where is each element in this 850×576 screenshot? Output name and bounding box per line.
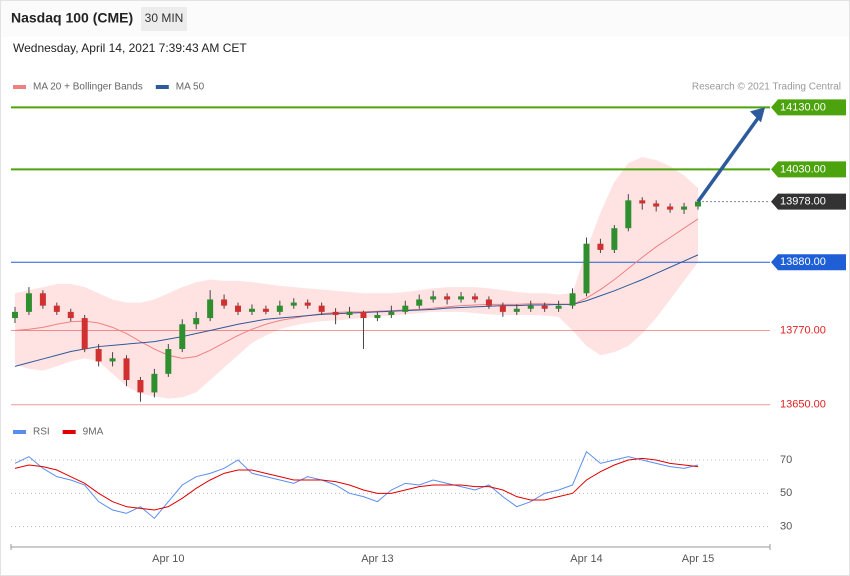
candle-body xyxy=(360,311,367,319)
interval[interactable]: 30 MIN xyxy=(145,11,184,25)
candle-body xyxy=(388,311,395,315)
candle-body xyxy=(151,373,158,393)
candle-body xyxy=(12,311,18,319)
candle-body xyxy=(304,302,311,306)
candle-body xyxy=(639,200,646,204)
candle-body xyxy=(458,296,465,300)
candle-body xyxy=(471,296,478,300)
rsi-line xyxy=(14,450,699,520)
candle-body xyxy=(555,305,562,309)
candle-body xyxy=(681,206,688,210)
candle-body xyxy=(513,308,520,312)
candle-body xyxy=(53,305,60,312)
x-tick-label: Apr 14 xyxy=(570,553,602,565)
level-tag xyxy=(771,99,846,116)
level-label: 13978.00 xyxy=(780,195,826,207)
candle-body xyxy=(499,305,506,312)
title: Nasdaq 100 (CME) xyxy=(11,10,133,26)
timestamp: Wednesday, April 14, 2021 7:39:43 AM CET xyxy=(13,41,247,55)
ma-line xyxy=(14,218,699,359)
target-arrowhead xyxy=(750,107,765,123)
y-tick-label: 30 xyxy=(780,521,792,533)
candle-body xyxy=(123,358,130,381)
candle-body xyxy=(25,293,32,312)
x-tick-label: Apr 10 xyxy=(152,553,184,565)
legend-swatch xyxy=(155,85,169,89)
candle-body xyxy=(527,305,534,309)
ma-line xyxy=(14,254,699,367)
candle-body xyxy=(207,299,214,319)
candle-body xyxy=(318,305,325,312)
legend-swatch xyxy=(13,85,26,89)
candle-body xyxy=(39,293,46,306)
candle-body xyxy=(179,324,186,350)
candle-body xyxy=(332,311,339,315)
candle-body xyxy=(81,318,88,350)
x-tick-label: Apr 15 xyxy=(682,553,714,565)
candle-body xyxy=(193,318,200,325)
target-arrow xyxy=(696,114,762,203)
interval-box[interactable] xyxy=(141,7,187,31)
attribution: Research © 2021 Trading Central xyxy=(692,82,841,93)
rsi-line xyxy=(14,457,699,511)
candle-body xyxy=(248,308,255,312)
candle-body xyxy=(597,243,604,250)
candle-body xyxy=(402,305,409,312)
candle-body xyxy=(290,302,297,306)
level-tag xyxy=(771,193,846,210)
legend-label: RSI xyxy=(33,427,50,438)
candle-body xyxy=(695,201,701,207)
candle-body xyxy=(67,311,74,319)
candle-body xyxy=(485,299,492,306)
candle-body xyxy=(276,305,283,312)
candle-body xyxy=(374,314,381,319)
level-label: 14030.00 xyxy=(780,163,826,175)
level-label: 13650.00 xyxy=(780,399,826,411)
candle-body xyxy=(95,349,102,362)
candle-body xyxy=(444,296,451,300)
level-tag xyxy=(771,161,846,178)
candle-body xyxy=(262,308,269,312)
level-label: 13770.00 xyxy=(780,324,826,336)
candle-body xyxy=(221,299,228,306)
candle-body xyxy=(430,296,437,300)
bollinger-band xyxy=(15,156,698,399)
candle-body xyxy=(583,243,590,294)
y-tick-label: 50 xyxy=(780,487,792,499)
candle-body xyxy=(667,206,674,210)
legend-swatch xyxy=(13,430,26,434)
candle-body xyxy=(653,203,660,207)
candle-body xyxy=(346,311,353,315)
candle-body xyxy=(569,293,576,306)
candle-body xyxy=(235,305,242,312)
x-tick-label: Apr 13 xyxy=(361,553,393,565)
level-label: 13880.00 xyxy=(780,256,826,268)
y-tick-label: 70 xyxy=(780,454,792,466)
candle-body xyxy=(109,358,116,362)
candle-body xyxy=(625,200,632,229)
candle-body xyxy=(541,305,548,309)
candle-body xyxy=(165,349,172,374)
candle-body xyxy=(611,228,618,250)
candle-body xyxy=(416,299,423,306)
legend-label: MA 20 + Bollinger Bands xyxy=(33,82,143,93)
candle-body xyxy=(137,380,144,393)
legend-label: 9MA xyxy=(83,427,104,438)
legend-swatch xyxy=(62,430,76,434)
legend-label: MA 50 xyxy=(176,82,205,93)
level-tag xyxy=(771,254,846,271)
level-label: 14130.00 xyxy=(780,101,826,113)
